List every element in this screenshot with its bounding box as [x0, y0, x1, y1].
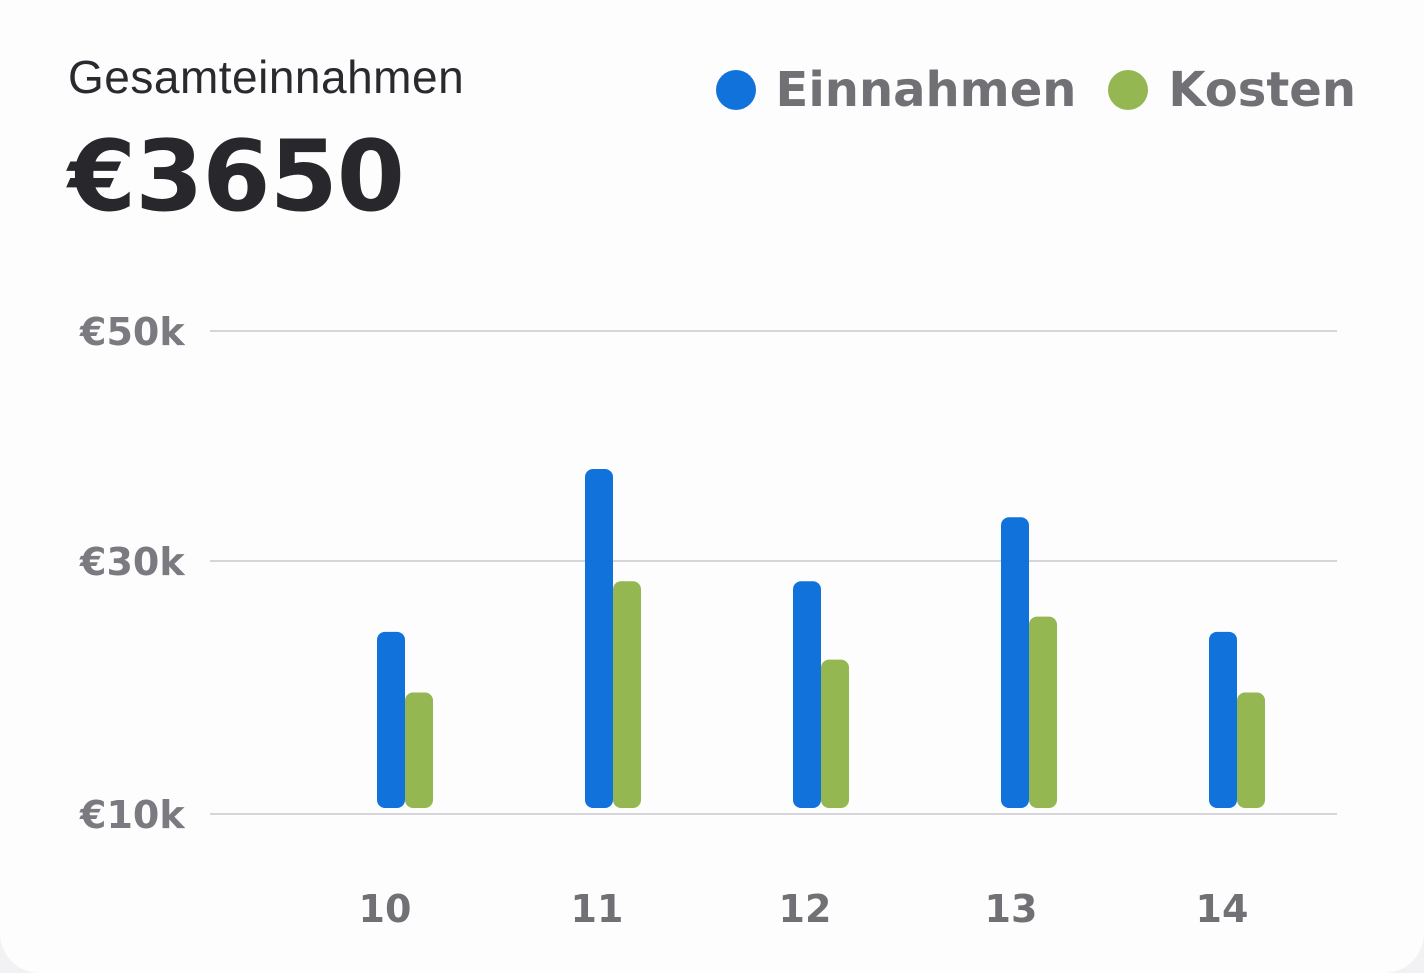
legend-item-einnahmen[interactable]: Einnahmen: [715, 62, 1077, 118]
legend-item-kosten[interactable]: Kosten: [1108, 62, 1356, 118]
legend-label-kosten: Kosten: [1168, 62, 1356, 118]
chart-legend: Einnahmen Kosten: [715, 62, 1356, 118]
bar-kosten-11[interactable]: [613, 581, 641, 808]
y-tick-label: €50k: [79, 310, 185, 354]
bar-einnahmen-13[interactable]: [1001, 517, 1029, 808]
card-title: Gesamteinnahmen: [68, 51, 465, 103]
bar-kosten-13[interactable]: [1029, 616, 1057, 808]
y-tick-label: €10k: [79, 793, 185, 837]
bar-einnahmen-11[interactable]: [585, 469, 613, 808]
bar-einnahmen-10[interactable]: [377, 631, 405, 808]
legend-dot-einnahmen: [715, 70, 756, 110]
x-tick-label: 13: [985, 887, 1038, 931]
x-tick-label: 11: [571, 887, 624, 931]
x-tick-label: 12: [779, 887, 832, 931]
x-tick-label: 10: [359, 887, 412, 931]
bar-kosten-10[interactable]: [405, 692, 433, 808]
bar-kosten-14[interactable]: [1237, 692, 1265, 808]
total-amount: €3650: [68, 120, 405, 234]
legend-dot-kosten: [1108, 70, 1149, 110]
bar-einnahmen-12[interactable]: [793, 581, 821, 808]
y-tick-label: €30k: [79, 540, 185, 584]
bar-kosten-12[interactable]: [821, 659, 849, 808]
bar-einnahmen-14[interactable]: [1209, 631, 1237, 808]
legend-label-einnahmen: Einnahmen: [775, 62, 1077, 118]
x-tick-label: 14: [1196, 887, 1249, 931]
